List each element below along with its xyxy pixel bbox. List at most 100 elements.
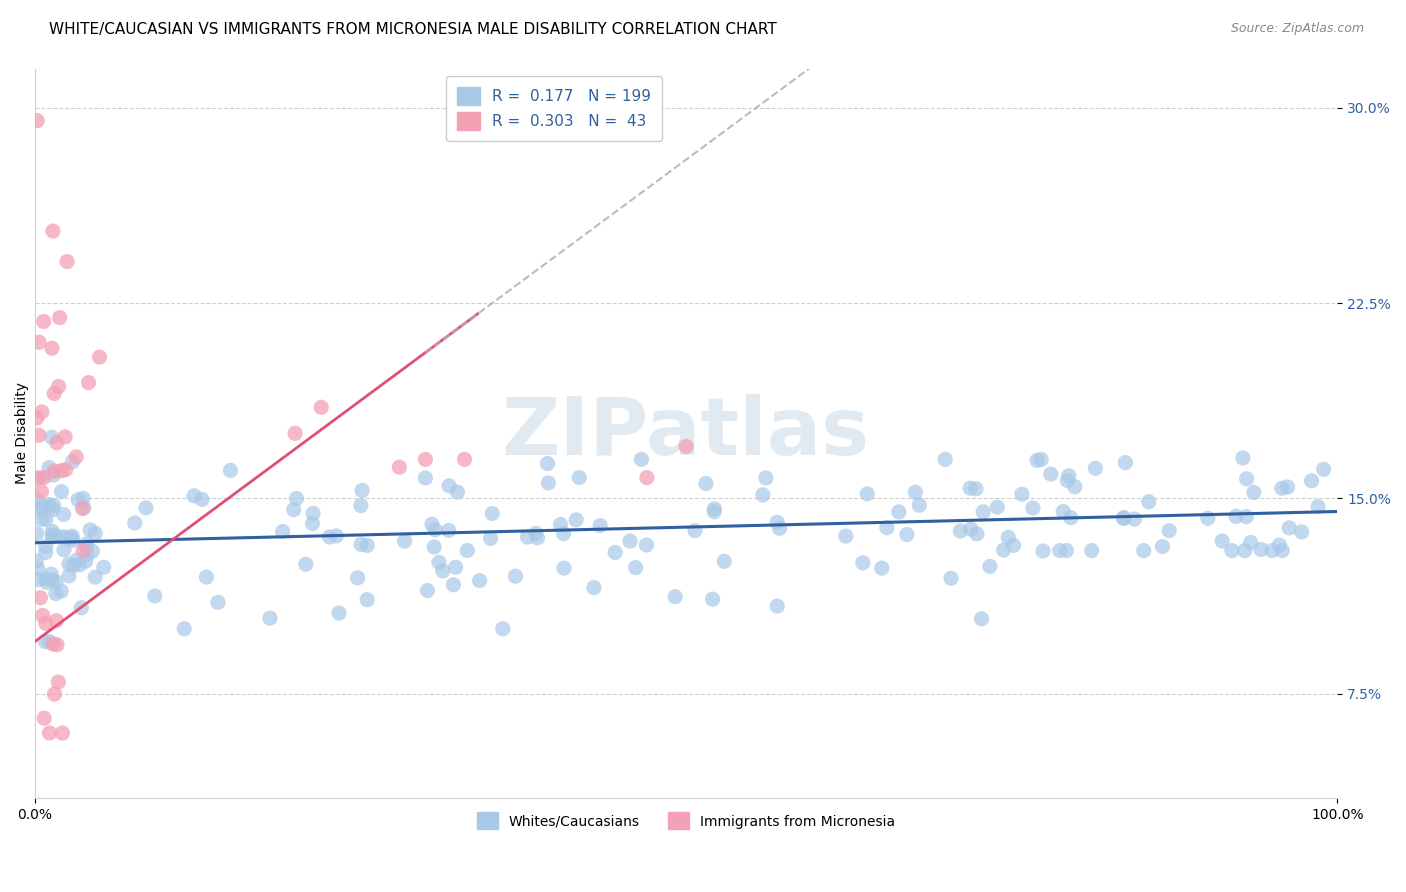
Point [69, 558, 91, 572]
Point [271, 524, 294, 539]
Point [31, 608, 53, 623]
Point [675, 439, 697, 453]
Point [1159, 524, 1181, 538]
Point [89, 350, 111, 364]
Point [1277, 480, 1299, 494]
Point [415, 471, 437, 485]
Point [1060, 510, 1083, 524]
Point [41, 502, 63, 516]
Point [38, 499, 60, 513]
Point [25, 411, 48, 425]
Point [44, 687, 66, 701]
Point [73, 500, 96, 515]
Point [46, 675, 69, 690]
Point [183, 489, 205, 503]
Point [1080, 543, 1102, 558]
Point [1225, 509, 1247, 524]
Point [56, 254, 79, 268]
Point [619, 534, 641, 549]
Point [350, 537, 373, 551]
Point [28, 428, 51, 442]
Point [309, 401, 332, 415]
Point [301, 516, 323, 531]
Point [52, 543, 75, 558]
Point [1052, 504, 1074, 518]
Point [295, 558, 318, 572]
Point [25, 526, 48, 541]
Point [30, 591, 52, 605]
Point [423, 540, 446, 554]
Point [856, 487, 879, 501]
Point [51, 584, 73, 599]
Point [41, 528, 63, 542]
Point [219, 463, 242, 477]
Point [1278, 521, 1301, 535]
Point [53, 430, 76, 444]
Point [75, 554, 97, 568]
Point [437, 479, 460, 493]
Point [38, 460, 60, 475]
Point [70, 600, 93, 615]
Point [1132, 543, 1154, 558]
Point [25, 554, 48, 568]
Point [537, 475, 560, 490]
Point [624, 560, 647, 574]
Point [605, 545, 627, 559]
Point [970, 612, 993, 626]
Point [1301, 474, 1323, 488]
Point [505, 569, 527, 583]
Point [1031, 452, 1053, 467]
Point [1112, 510, 1135, 524]
Point [285, 491, 308, 506]
Point [432, 564, 454, 578]
Point [352, 483, 374, 498]
Point [25, 492, 48, 507]
Point [896, 527, 918, 541]
Point [1063, 480, 1085, 494]
Point [524, 526, 547, 541]
Point [444, 560, 467, 574]
Point [1250, 542, 1272, 557]
Point [446, 485, 468, 500]
Point [959, 481, 981, 495]
Point [34, 634, 56, 648]
Point [479, 532, 502, 546]
Point [72, 501, 94, 516]
Point [1232, 450, 1254, 465]
Point [135, 500, 157, 515]
Point [350, 499, 373, 513]
Point [852, 556, 875, 570]
Point [38, 634, 60, 648]
Point [536, 457, 558, 471]
Point [27, 573, 49, 587]
Point [30, 484, 52, 499]
Point [38, 726, 60, 740]
Point [45, 614, 67, 628]
Point [35, 575, 58, 590]
Point [42, 637, 65, 651]
Point [35, 512, 58, 526]
Point [283, 502, 305, 516]
Point [58, 569, 80, 583]
Point [766, 516, 789, 530]
Point [468, 574, 491, 588]
Point [72, 543, 94, 558]
Point [1022, 501, 1045, 516]
Point [568, 470, 591, 484]
Point [44, 464, 66, 478]
Point [143, 589, 166, 603]
Point [997, 530, 1019, 544]
Point [51, 484, 73, 499]
Point [52, 530, 75, 544]
Point [42, 224, 65, 238]
Point [42, 468, 65, 483]
Point [62, 558, 84, 573]
Point [41, 524, 63, 539]
Point [356, 538, 378, 552]
Point [664, 590, 686, 604]
Point [32, 711, 55, 725]
Point [1233, 543, 1256, 558]
Point [45, 435, 67, 450]
Point [31, 405, 53, 419]
Point [887, 505, 910, 519]
